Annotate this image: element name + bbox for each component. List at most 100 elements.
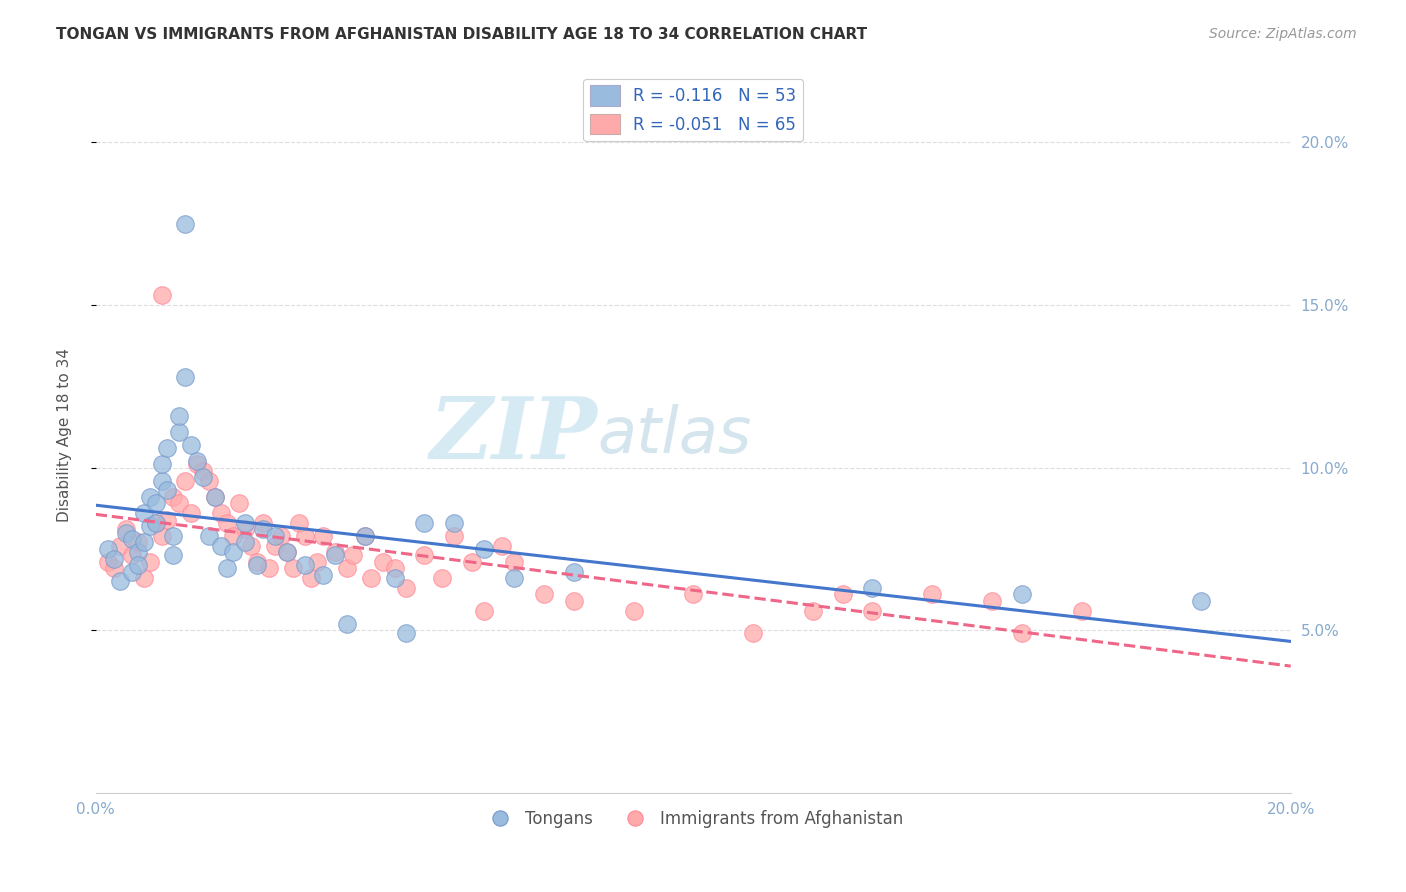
Point	[222, 545, 245, 559]
Point	[169, 425, 191, 439]
Point	[217, 516, 239, 530]
Point	[472, 541, 495, 556]
Point	[1011, 626, 1033, 640]
Point	[97, 555, 120, 569]
Point	[174, 217, 197, 231]
Point	[353, 529, 375, 543]
Point	[252, 522, 274, 536]
Point	[921, 587, 943, 601]
Point	[198, 529, 221, 543]
Point	[461, 555, 484, 569]
Point	[132, 571, 155, 585]
Point	[305, 555, 328, 569]
Point	[353, 529, 375, 543]
Point	[114, 522, 136, 536]
Point	[156, 441, 179, 455]
Point	[562, 594, 585, 608]
Point	[432, 571, 454, 585]
Point	[103, 561, 125, 575]
Point	[1070, 604, 1092, 618]
Point	[156, 512, 179, 526]
Point	[246, 558, 269, 573]
Point	[299, 571, 322, 585]
Point	[342, 549, 364, 563]
Point	[395, 626, 418, 640]
Point	[138, 519, 160, 533]
Point	[127, 545, 149, 559]
Point	[312, 529, 335, 543]
Point	[312, 567, 335, 582]
Point	[257, 561, 280, 575]
Point	[97, 541, 120, 556]
Point	[169, 496, 191, 510]
Point	[336, 616, 359, 631]
Point	[294, 558, 316, 573]
Point	[682, 587, 704, 601]
Point	[162, 529, 184, 543]
Point	[264, 529, 287, 543]
Point	[443, 529, 465, 543]
Point	[186, 454, 208, 468]
Point	[240, 539, 263, 553]
Point	[413, 516, 436, 530]
Point	[217, 561, 239, 575]
Point	[233, 535, 256, 549]
Y-axis label: Disability Age 18 to 34: Disability Age 18 to 34	[58, 348, 72, 522]
Point	[162, 549, 184, 563]
Point	[503, 555, 526, 569]
Point	[336, 561, 359, 575]
Point	[1011, 587, 1033, 601]
Point	[1189, 594, 1212, 608]
Point	[384, 571, 406, 585]
Point	[174, 369, 197, 384]
Point	[103, 551, 125, 566]
Point	[114, 525, 136, 540]
Point	[138, 555, 160, 569]
Point	[150, 474, 173, 488]
Point	[246, 555, 269, 569]
Point	[288, 516, 311, 530]
Text: TONGAN VS IMMIGRANTS FROM AFGHANISTAN DISABILITY AGE 18 TO 34 CORRELATION CHART: TONGAN VS IMMIGRANTS FROM AFGHANISTAN DI…	[56, 27, 868, 42]
Point	[209, 539, 232, 553]
Point	[180, 438, 202, 452]
Point	[127, 535, 149, 549]
Point	[169, 409, 191, 423]
Point	[121, 565, 143, 579]
Text: Source: ZipAtlas.com: Source: ZipAtlas.com	[1209, 27, 1357, 41]
Point	[108, 574, 131, 589]
Point	[233, 516, 256, 530]
Point	[156, 483, 179, 498]
Point	[233, 522, 256, 536]
Point	[127, 558, 149, 573]
Point	[623, 604, 645, 618]
Point	[138, 490, 160, 504]
Point	[264, 539, 287, 553]
Point	[162, 490, 184, 504]
Point	[222, 529, 245, 543]
Point	[145, 516, 167, 530]
Point	[204, 490, 226, 504]
Point	[801, 604, 824, 618]
Point	[491, 539, 513, 553]
Point	[193, 464, 215, 478]
Point	[443, 516, 465, 530]
Point	[503, 571, 526, 585]
Legend: Tongans, Immigrants from Afghanistan: Tongans, Immigrants from Afghanistan	[477, 803, 910, 834]
Point	[145, 516, 167, 530]
Point	[145, 496, 167, 510]
Point	[323, 545, 346, 559]
Point	[108, 539, 131, 553]
Point	[323, 549, 346, 563]
Point	[384, 561, 406, 575]
Point	[132, 506, 155, 520]
Point	[174, 474, 197, 488]
Point	[742, 626, 765, 640]
Point	[209, 506, 232, 520]
Point	[395, 581, 418, 595]
Point	[831, 587, 853, 601]
Point	[204, 490, 226, 504]
Point	[186, 458, 208, 472]
Point	[150, 458, 173, 472]
Point	[180, 506, 202, 520]
Point	[228, 496, 250, 510]
